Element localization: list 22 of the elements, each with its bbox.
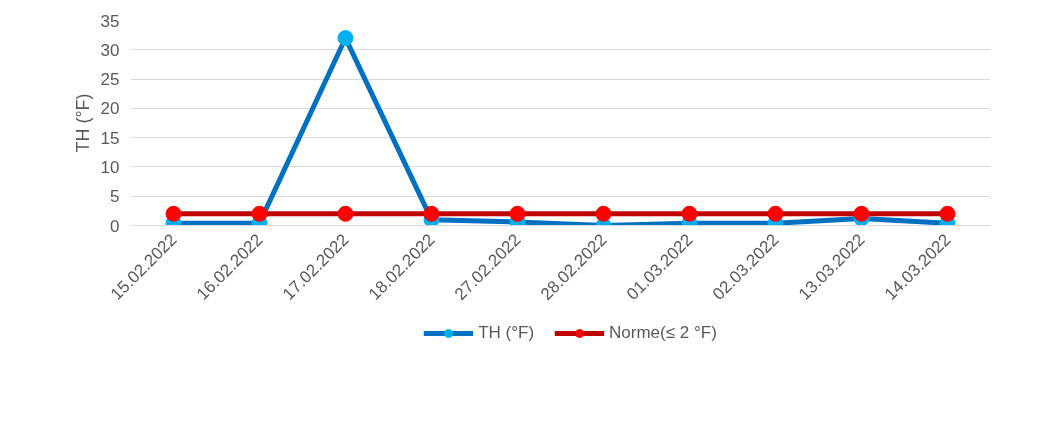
- legend-label: Norme(≤ 2 °F): [609, 323, 717, 343]
- point: [939, 205, 956, 222]
- point: [853, 205, 870, 222]
- y-tick-label: 20: [100, 99, 120, 119]
- y-tick-label: 35: [100, 11, 120, 31]
- point: [165, 205, 182, 222]
- point: [767, 205, 784, 222]
- point: [251, 205, 268, 222]
- y-tick-label: 15: [100, 128, 120, 148]
- y-tick-label: 10: [100, 157, 120, 177]
- point: [423, 205, 440, 222]
- point: [337, 205, 354, 222]
- y-axis-title: TH (°F): [72, 93, 93, 153]
- point: [595, 205, 612, 222]
- legend-label: TH (°F): [478, 323, 535, 343]
- y-tick-label: 30: [100, 40, 120, 60]
- point: [509, 205, 526, 222]
- y-tick-label: 25: [100, 70, 120, 90]
- y-tick-label: 5: [110, 187, 120, 207]
- point: [681, 205, 698, 222]
- y-tick-label: 0: [110, 216, 120, 236]
- point: [337, 30, 354, 47]
